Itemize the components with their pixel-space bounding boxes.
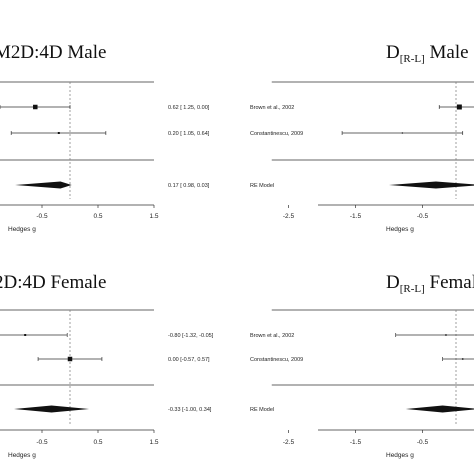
panel-title-subscript: [R-L] bbox=[400, 283, 425, 295]
summary-estimate-text: 0.17 [ 0.98, 0.03] bbox=[168, 183, 210, 189]
summary-estimate-text: -0.33 [-1.00, 0.34] bbox=[168, 407, 212, 413]
study-point-estimate bbox=[67, 356, 73, 362]
study-point-estimate bbox=[57, 132, 60, 134]
study-row: Brown et al., 2002 bbox=[250, 333, 474, 339]
x-axis-title: Hedges g bbox=[386, 226, 414, 233]
x-tick-label: -0.5 bbox=[36, 439, 48, 446]
summary-row: 0.17 [ 0.98, 0.03] bbox=[15, 181, 210, 189]
x-tick-label: -1.5 bbox=[350, 213, 362, 220]
summary-row: RE Model bbox=[250, 405, 474, 413]
panel-title: 2D:4D Female bbox=[0, 272, 106, 293]
study-row: Constantinescu, 2009 bbox=[250, 131, 464, 137]
study-label: Brown et al., 2002 bbox=[250, 105, 294, 111]
x-tick-label: 0.5 bbox=[93, 439, 102, 446]
summary-diamond bbox=[15, 181, 72, 189]
panel-title-main: 2D:4D Female bbox=[0, 272, 106, 293]
study-estimate-text: 0.20 [ 1.05, 0.64] bbox=[168, 131, 210, 137]
summary-diamond bbox=[14, 405, 90, 413]
panel-title: D[R-L] Female bbox=[386, 272, 474, 295]
study-row: -0.80 [-1.32, -0.05] bbox=[0, 333, 214, 339]
x-tick-label: -0.5 bbox=[36, 213, 48, 220]
study-row: 0.20 [ 1.05, 0.64] bbox=[10, 131, 210, 137]
panel-title-main: M2D:4D Male bbox=[0, 42, 106, 63]
x-axis-title: Hedges g bbox=[8, 452, 36, 459]
x-tick-label: -0.5 bbox=[417, 439, 429, 446]
study-label: Constantinescu, 2009 bbox=[250, 357, 303, 363]
panel-title: D[R-L] Male bbox=[386, 42, 469, 65]
summary-row: RE Model bbox=[250, 181, 474, 189]
summary-diamond bbox=[389, 181, 474, 189]
study-point-estimate bbox=[401, 132, 404, 134]
study-row: 0.00 [-0.57, 0.57] bbox=[37, 356, 210, 363]
x-axis-title: Hedges g bbox=[386, 452, 414, 459]
panel-title-suffix: Male bbox=[425, 42, 469, 63]
x-axis: -0.5 0.5 1.5 Hedges g bbox=[0, 204, 159, 233]
forest-panel-1: M2D:4D Male 0.62 [ 1.25, 0.00] 0.20 [ 1.05… bbox=[0, 42, 210, 233]
study-point-estimate bbox=[461, 358, 464, 360]
summary-label: RE Model bbox=[250, 407, 274, 413]
study-point-estimate bbox=[24, 334, 27, 336]
study-point-estimate bbox=[456, 104, 462, 110]
x-axis-title: Hedges g bbox=[8, 226, 36, 233]
x-tick-label: 0.5 bbox=[93, 213, 102, 220]
x-tick-label: -1.5 bbox=[350, 439, 362, 446]
panel-title-main: D bbox=[386, 42, 400, 63]
summary-row: -0.33 [-1.00, 0.34] bbox=[14, 405, 212, 413]
x-tick-label: 1.5 bbox=[149, 439, 158, 446]
panel-title-subscript: [R-L] bbox=[400, 53, 425, 65]
study-row: Brown et al., 2002 bbox=[250, 104, 474, 111]
study-estimate-text: -0.80 [-1.32, -0.05] bbox=[168, 333, 214, 339]
summary-diamond bbox=[405, 405, 474, 413]
x-tick-label: -2.5 bbox=[283, 213, 295, 220]
study-point-estimate bbox=[33, 104, 38, 110]
study-point-estimate bbox=[445, 334, 447, 336]
x-tick-label: -2.5 bbox=[283, 439, 295, 446]
x-tick-label: 1.5 bbox=[149, 213, 158, 220]
study-estimate-text: 0.00 [-0.57, 0.57] bbox=[168, 357, 210, 363]
panel-title-suffix: Female bbox=[425, 272, 474, 293]
study-row: Constantinescu, 2009 bbox=[250, 357, 474, 363]
study-row: 0.62 [ 1.25, 0.00] bbox=[0, 104, 210, 111]
forest-panel-3: 2D:4D Female -0.80 [-1.32, -0.05] 0.00 [-0… bbox=[0, 272, 214, 459]
forest-panel-4: D[R-L] Female Brown et al., 2002 Constanti… bbox=[250, 272, 474, 459]
panel-title: M2D:4D Male bbox=[0, 42, 106, 63]
panel-title-main: D bbox=[386, 272, 400, 293]
study-estimate-text: 0.62 [ 1.25, 0.00] bbox=[168, 105, 210, 111]
study-label: Brown et al., 2002 bbox=[250, 333, 294, 339]
x-tick-label: -0.5 bbox=[417, 213, 429, 220]
x-axis: -0.5 0.5 1.5 Hedges g bbox=[0, 429, 159, 459]
summary-label: RE Model bbox=[250, 183, 274, 189]
forest-panel-2: D[R-L] Male Brown et al., 2002 Constantine… bbox=[250, 42, 474, 233]
study-label: Constantinescu, 2009 bbox=[250, 131, 303, 137]
